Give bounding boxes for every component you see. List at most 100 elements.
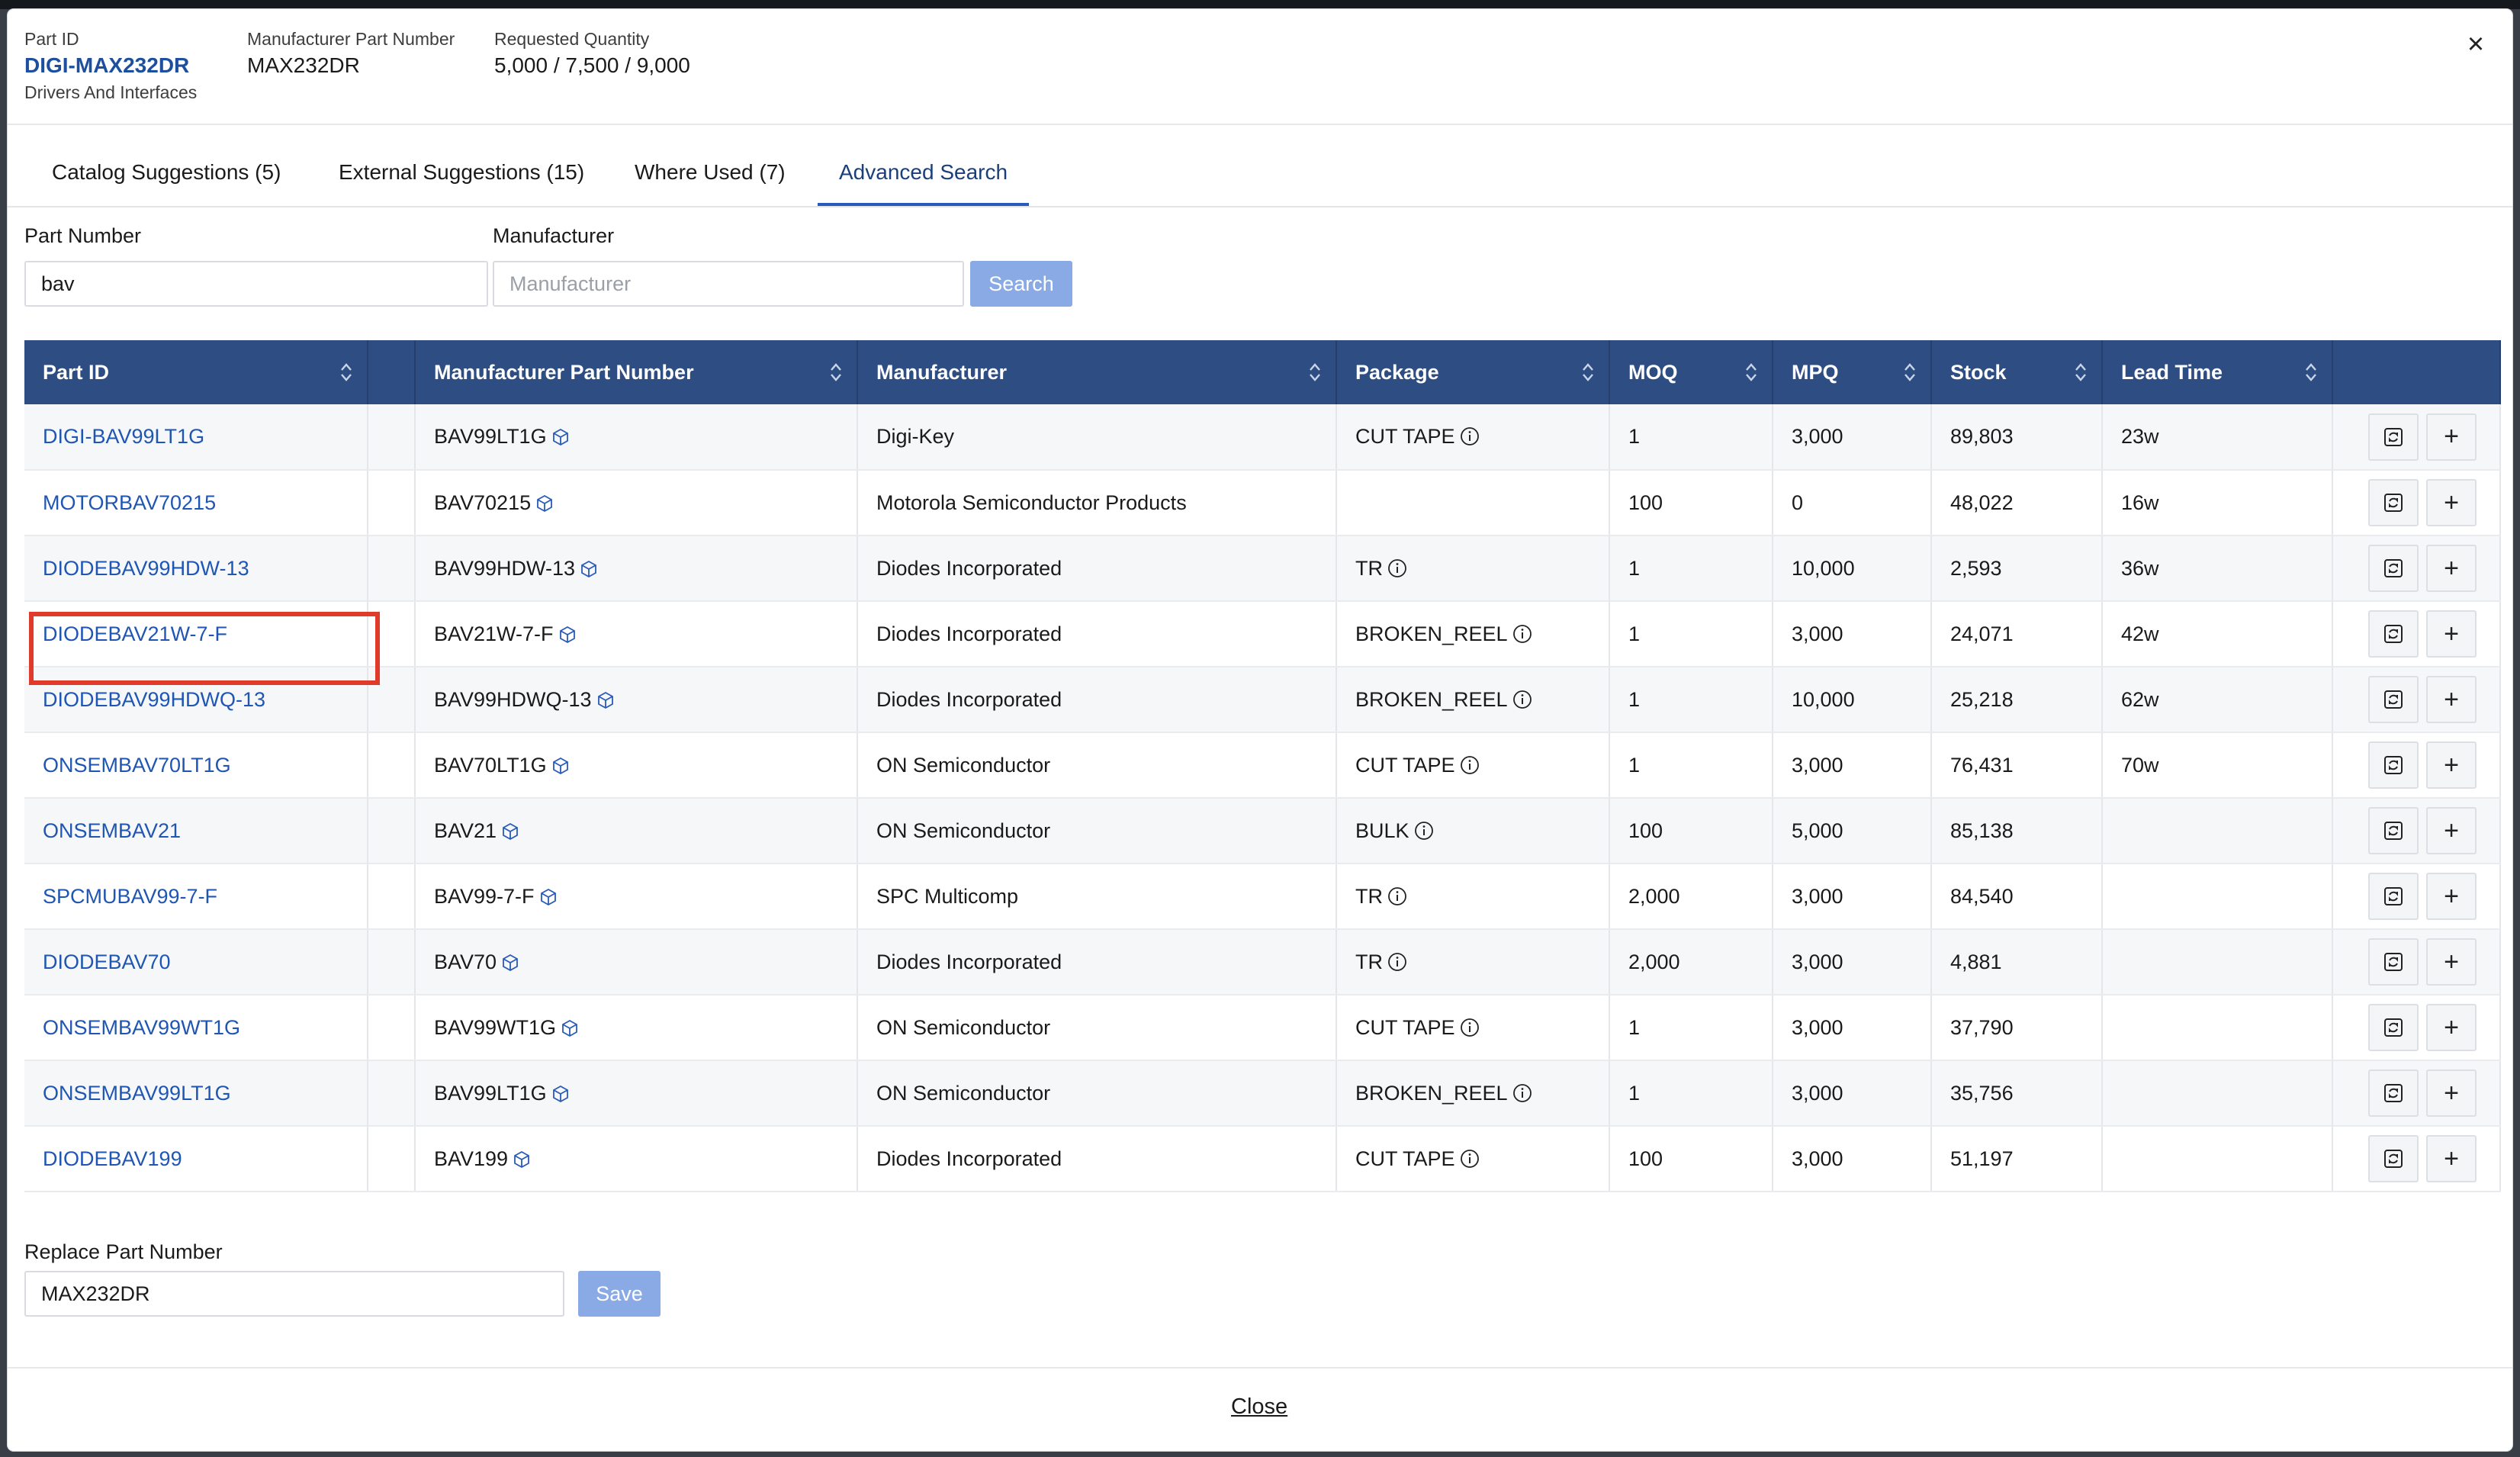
info-icon[interactable] bbox=[1414, 821, 1434, 841]
replace-button[interactable] bbox=[2368, 413, 2419, 461]
replace-button[interactable] bbox=[2368, 1135, 2419, 1182]
info-icon[interactable] bbox=[1460, 755, 1480, 775]
sort-icon bbox=[1310, 363, 1320, 381]
info-icon[interactable] bbox=[1460, 426, 1480, 446]
col-lead-time[interactable]: Lead Time bbox=[2102, 340, 2333, 404]
cell-manufacturer: ON Semiconductor bbox=[857, 995, 1337, 1061]
col-mpq[interactable]: MPQ bbox=[1773, 340, 1932, 404]
cell-part-id[interactable]: ONSEMBAV21 bbox=[24, 798, 368, 864]
cell-mpn: BAV99LT1G bbox=[415, 1060, 858, 1127]
add-button[interactable]: + bbox=[2426, 413, 2477, 461]
col-part-id[interactable]: Part ID bbox=[24, 340, 368, 404]
row-actions: + bbox=[2351, 1004, 2481, 1051]
cell-actions: + bbox=[2332, 732, 2501, 799]
cell-stock: 85,138 bbox=[1931, 798, 2103, 864]
cell-part-id[interactable]: DIGI-BAV99LT1G bbox=[24, 404, 368, 471]
info-icon[interactable] bbox=[1512, 690, 1532, 709]
cube-icon bbox=[537, 494, 553, 512]
cell-part-id[interactable]: DIODEBAV199 bbox=[24, 1126, 368, 1192]
table-row: DIODEBAV21W-7-F BAV21W-7-F Diodes Incorpor… bbox=[24, 601, 2501, 667]
info-icon[interactable] bbox=[1460, 1018, 1480, 1037]
replace-button[interactable] bbox=[2368, 676, 2419, 723]
cell-stock: 89,803 bbox=[1931, 404, 2103, 471]
tab-catalog-suggestions[interactable]: Catalog Suggestions (5) bbox=[52, 160, 281, 184]
col-manufacturer[interactable]: Manufacturer bbox=[857, 340, 1337, 404]
add-button[interactable]: + bbox=[2426, 610, 2477, 658]
replace-part-number-input[interactable] bbox=[24, 1271, 564, 1317]
col-package[interactable]: Package bbox=[1336, 340, 1610, 404]
cell-mpq: 3,000 bbox=[1773, 995, 1932, 1061]
save-button[interactable]: Save bbox=[578, 1271, 661, 1317]
manufacturer-input[interactable] bbox=[493, 261, 964, 307]
plus-icon: + bbox=[2444, 422, 2459, 451]
add-button[interactable]: + bbox=[2426, 938, 2477, 986]
replace-button[interactable] bbox=[2368, 1069, 2419, 1117]
sort-icon bbox=[1904, 363, 1915, 381]
tab-advanced-search[interactable]: Advanced Search bbox=[818, 139, 1030, 206]
modal-header: Part ID DIGI-MAX232DR Drivers And Interf… bbox=[8, 9, 2512, 125]
cell-part-id[interactable]: MOTORBAV70215 bbox=[24, 470, 368, 536]
row-actions: + bbox=[2351, 479, 2481, 526]
col-stock[interactable]: Stock bbox=[1931, 340, 2103, 404]
info-icon[interactable] bbox=[1387, 952, 1407, 972]
search-button[interactable]: Search bbox=[970, 261, 1072, 307]
cube-icon bbox=[597, 691, 613, 709]
replace-button[interactable] bbox=[2368, 545, 2419, 592]
add-button[interactable]: + bbox=[2426, 1135, 2477, 1182]
cell-part-id[interactable]: ONSEMBAV99WT1G bbox=[24, 995, 368, 1061]
add-button[interactable]: + bbox=[2426, 545, 2477, 592]
cell-part-id[interactable]: DIODEBAV21W-7-F bbox=[24, 601, 368, 667]
plus-icon: + bbox=[2444, 487, 2459, 517]
part-number-input[interactable] bbox=[24, 261, 488, 307]
info-icon[interactable] bbox=[1387, 558, 1407, 578]
col-actions bbox=[2332, 340, 2501, 404]
replace-button[interactable] bbox=[2368, 610, 2419, 658]
cell-spacer bbox=[368, 470, 416, 536]
part-id-value[interactable]: DIGI-MAX232DR bbox=[24, 53, 190, 77]
cell-part-id[interactable]: DIODEBAV99HDW-13 bbox=[24, 536, 368, 602]
replace-button[interactable] bbox=[2368, 1004, 2419, 1051]
cell-actions: + bbox=[2332, 601, 2501, 667]
add-button[interactable]: + bbox=[2426, 873, 2477, 920]
info-icon[interactable] bbox=[1512, 624, 1532, 644]
table-row: ONSEMBAV70LT1G BAV70LT1G ON Semiconductor C… bbox=[24, 732, 2501, 799]
sort-icon bbox=[831, 363, 841, 381]
tab-where-used[interactable]: Where Used (7) bbox=[635, 160, 786, 184]
cell-part-id[interactable]: ONSEMBAV99LT1G bbox=[24, 1060, 368, 1127]
manufacturer-label: Manufacturer bbox=[493, 224, 615, 247]
add-button[interactable]: + bbox=[2426, 1069, 2477, 1117]
cell-part-id[interactable]: SPCMUBAV99-7-F bbox=[24, 864, 368, 930]
close-icon[interactable]: × bbox=[2467, 28, 2485, 60]
add-button[interactable]: + bbox=[2426, 741, 2477, 789]
add-button[interactable]: + bbox=[2426, 676, 2477, 723]
row-actions: + bbox=[2351, 545, 2481, 592]
table-row: ONSEMBAV99WT1G BAV99WT1G ON Semiconductor C… bbox=[24, 995, 2501, 1061]
info-icon[interactable] bbox=[1460, 1149, 1480, 1169]
cell-mpn: BAV70LT1G bbox=[415, 732, 858, 799]
close-link[interactable]: Close bbox=[1231, 1394, 1288, 1419]
replace-button[interactable] bbox=[2368, 741, 2419, 789]
col-moq[interactable]: MOQ bbox=[1609, 340, 1773, 404]
cell-lead-time: 23w bbox=[2102, 404, 2333, 471]
table-row: MOTORBAV70215 BAV70215 Motorola Semiconduc… bbox=[24, 470, 2501, 536]
cell-manufacturer: ON Semiconductor bbox=[857, 732, 1337, 799]
add-button[interactable]: + bbox=[2426, 1004, 2477, 1051]
replace-button[interactable] bbox=[2368, 873, 2419, 920]
col-mpn[interactable]: Manufacturer Part Number bbox=[415, 340, 858, 404]
add-button[interactable]: + bbox=[2426, 807, 2477, 854]
info-icon[interactable] bbox=[1512, 1083, 1532, 1103]
replace-button[interactable] bbox=[2368, 807, 2419, 854]
cell-moq: 1 bbox=[1609, 536, 1773, 602]
row-actions: + bbox=[2351, 1069, 2481, 1117]
replace-button[interactable] bbox=[2368, 479, 2419, 526]
replace-button[interactable] bbox=[2368, 938, 2419, 986]
replace-icon bbox=[2384, 822, 2403, 840]
cell-part-id[interactable]: DIODEBAV70 bbox=[24, 929, 368, 995]
tab-external-suggestions[interactable]: External Suggestions (15) bbox=[339, 160, 585, 184]
info-icon[interactable] bbox=[1387, 886, 1407, 906]
add-button[interactable]: + bbox=[2426, 479, 2477, 526]
cell-package: TR bbox=[1336, 536, 1610, 602]
cell-part-id[interactable]: DIODEBAV99HDWQ-13 bbox=[24, 667, 368, 733]
cell-part-id[interactable]: ONSEMBAV70LT1G bbox=[24, 732, 368, 799]
cell-stock: 48,022 bbox=[1931, 470, 2103, 536]
